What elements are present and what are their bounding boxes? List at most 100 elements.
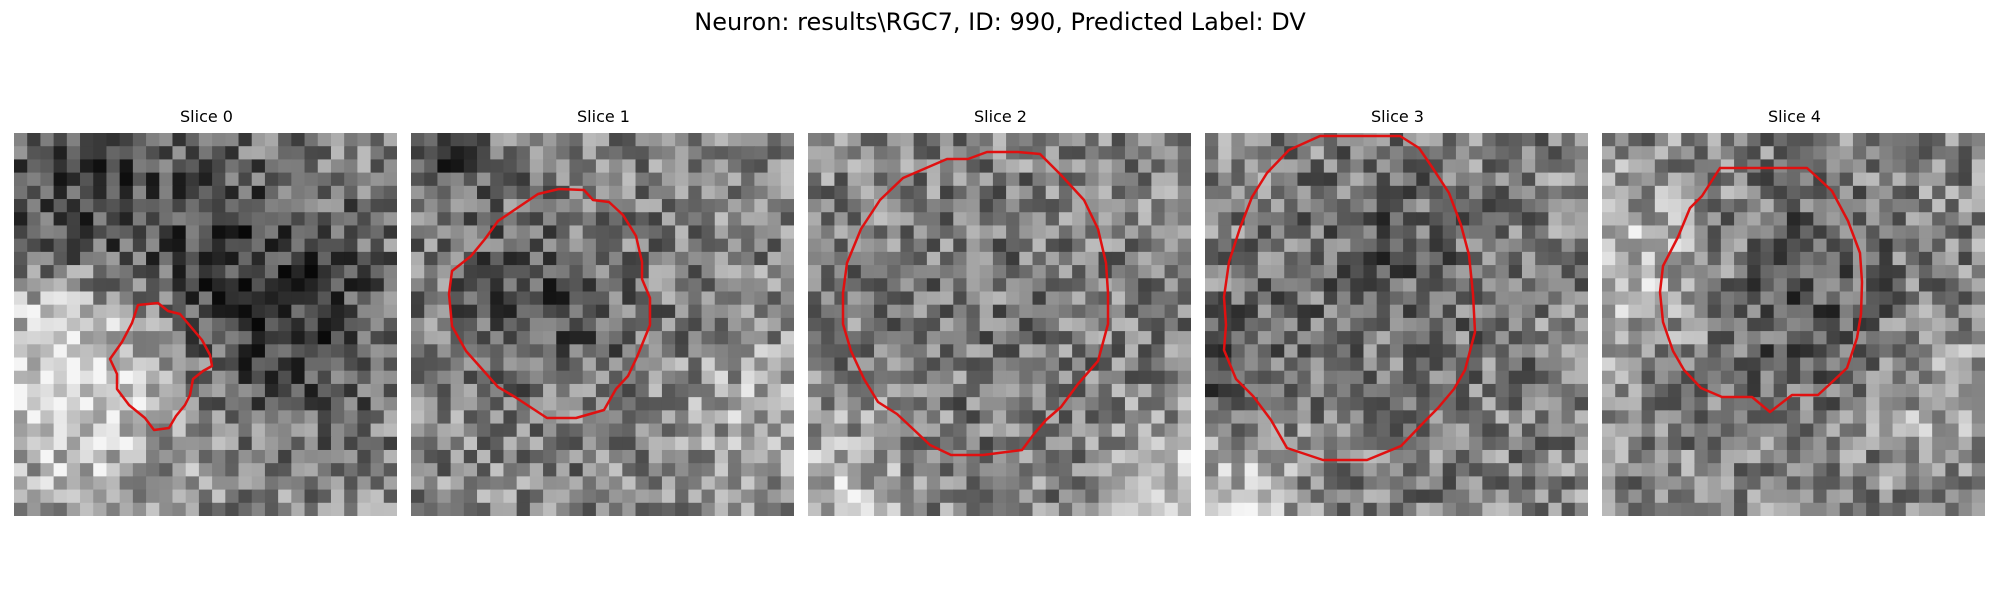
image-pixel xyxy=(1019,185,1034,200)
image-pixel xyxy=(1337,423,1351,438)
image-pixel xyxy=(1045,331,1060,345)
image-pixel xyxy=(1310,146,1325,161)
image-pixel xyxy=(953,489,968,504)
image-pixel xyxy=(1297,251,1312,266)
image-pixel xyxy=(66,251,81,266)
image-pixel xyxy=(543,146,557,161)
image-pixel xyxy=(860,265,875,279)
image-pixel xyxy=(238,463,253,477)
image-pixel xyxy=(106,291,121,306)
image-pixel xyxy=(556,436,571,451)
image-pixel xyxy=(1442,278,1457,293)
image-pixel xyxy=(93,476,108,491)
image-pixel xyxy=(1271,291,1285,306)
image-pixel xyxy=(1032,199,1047,213)
image-pixel xyxy=(1271,278,1285,293)
image-pixel xyxy=(1072,476,1086,491)
image-pixel xyxy=(529,265,544,279)
image-pixel xyxy=(1218,185,1233,200)
image-pixel xyxy=(979,265,994,279)
image-pixel xyxy=(1469,397,1483,411)
image-pixel xyxy=(411,436,425,451)
image-pixel xyxy=(953,159,968,174)
image-pixel xyxy=(1257,225,1272,240)
image-pixel xyxy=(80,370,94,385)
image-pixel xyxy=(1205,383,1219,398)
image-pixel xyxy=(979,397,994,411)
image-pixel xyxy=(900,344,915,359)
image-pixel xyxy=(1218,476,1233,491)
image-pixel xyxy=(1297,278,1312,293)
image-pixel xyxy=(146,199,160,213)
image-pixel xyxy=(1177,185,1191,200)
image-pixel xyxy=(1442,357,1457,372)
image-pixel xyxy=(251,436,266,451)
image-pixel xyxy=(926,502,941,516)
image-pixel xyxy=(27,410,42,425)
image-pixel xyxy=(1958,133,1973,147)
image-pixel xyxy=(1615,502,1630,516)
image-pixel xyxy=(821,225,836,240)
image-pixel xyxy=(357,383,372,398)
image-pixel xyxy=(159,278,174,293)
image-pixel xyxy=(874,159,888,174)
image-pixel xyxy=(1098,185,1113,200)
image-pixel xyxy=(1389,172,1404,187)
image-pixel xyxy=(1350,357,1365,372)
image-pixel xyxy=(344,331,358,345)
image-pixel xyxy=(411,410,425,425)
image-pixel xyxy=(1905,133,1920,147)
image-pixel xyxy=(648,463,663,477)
image-pixel xyxy=(1495,251,1510,266)
image-pixel xyxy=(926,383,941,398)
image-pixel xyxy=(1826,502,1841,516)
image-pixel xyxy=(1747,370,1762,385)
image-pixel xyxy=(159,331,174,345)
image-pixel xyxy=(198,463,213,477)
image-pixel xyxy=(411,304,425,319)
image-pixel xyxy=(1760,317,1775,332)
image-pixel xyxy=(119,304,134,319)
image-pixel xyxy=(1350,383,1365,398)
image-pixel xyxy=(1681,133,1696,147)
image-pixel xyxy=(1535,423,1549,438)
image-pixel xyxy=(913,476,928,491)
image-pixel xyxy=(304,410,319,425)
image-pixel xyxy=(503,449,518,464)
image-pixel xyxy=(847,278,862,293)
image-pixel xyxy=(1707,265,1722,279)
image-pixel xyxy=(27,317,42,332)
image-pixel xyxy=(1615,357,1630,372)
image-pixel xyxy=(1403,304,1417,319)
image-pixel xyxy=(1561,238,1576,253)
image-pixel xyxy=(1151,357,1166,372)
image-pixel xyxy=(727,383,742,398)
image-pixel xyxy=(132,502,147,516)
image-pixel xyxy=(635,172,650,187)
image-pixel xyxy=(185,463,200,477)
image-pixel xyxy=(940,397,954,411)
image-pixel xyxy=(754,489,769,504)
image-pixel xyxy=(1945,238,1960,253)
image-pixel xyxy=(437,331,452,345)
image-pixel xyxy=(291,331,306,345)
image-pixel xyxy=(1574,370,1588,385)
image-pixel xyxy=(1866,291,1880,306)
image-pixel xyxy=(1164,225,1179,240)
image-pixel xyxy=(132,489,147,504)
image-pixel xyxy=(1786,304,1801,319)
image-pixel xyxy=(1151,344,1166,359)
image-pixel xyxy=(14,383,28,398)
image-pixel xyxy=(648,410,663,425)
image-pixel xyxy=(1879,357,1894,372)
image-pixel xyxy=(516,304,531,319)
image-pixel xyxy=(595,449,610,464)
image-pixel xyxy=(80,383,94,398)
image-pixel xyxy=(1932,146,1946,161)
image-pixel xyxy=(1879,251,1894,266)
image-pixel xyxy=(1205,449,1219,464)
image-pixel xyxy=(1124,317,1139,332)
image-pixel xyxy=(132,212,147,227)
image-pixel xyxy=(1668,304,1682,319)
image-pixel xyxy=(516,476,531,491)
